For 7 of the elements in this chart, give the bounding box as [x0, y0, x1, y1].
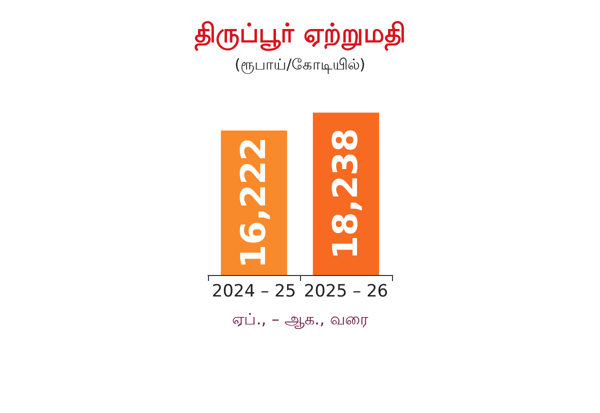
data-label: 18,238	[326, 128, 366, 260]
chart-title: திருப்பூர் ஏற்றுமதி	[194, 19, 406, 51]
chart-subtitle: (ரூபாய்/கோடியில்)	[234, 56, 366, 74]
x-tick-label: 2025 – 26	[304, 282, 388, 302]
x-axis-title: ஏப்., – ஆக., வரை	[232, 310, 369, 328]
x-tick-label: 2024 – 25	[212, 282, 296, 302]
data-label: 16,222	[234, 137, 274, 268]
